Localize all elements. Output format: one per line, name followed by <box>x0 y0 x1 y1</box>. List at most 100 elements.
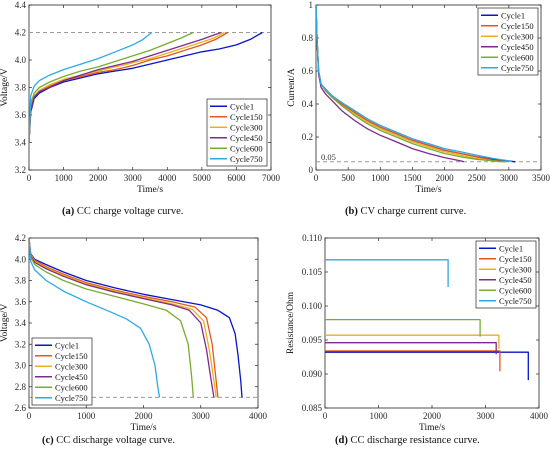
legend-c: Cycle1Cycle150Cycle300Cycle450Cycle600Cy… <box>31 337 93 406</box>
caption-b-text: CV charge current curve. <box>360 206 467 217</box>
x-tick-label-a-0: 0 <box>27 173 32 183</box>
y-tick-label-a-5: 4.2 <box>15 28 26 38</box>
caption-c: (c) CC discharge voltage curve. <box>42 435 175 446</box>
x-tick-label-a-7: 7000 <box>262 173 281 183</box>
legend-a: Cycle1Cycle150Cycle300Cycle450Cycle600Cy… <box>206 98 268 167</box>
x-tick-label-c-0: 0 <box>27 411 32 421</box>
legend-label-d-0: Cycle1 <box>499 243 523 253</box>
series-line-c-cycle1 <box>29 238 243 398</box>
x-tick-label-b-1: 500 <box>341 173 355 183</box>
chart-d: 0 1000 2000 3000 4000 0.085 0.090 0.095 0.100 0.1… <box>286 233 549 433</box>
x-axis-label-b: Time/s <box>415 185 441 195</box>
legend-label-b-3: Cycle450 <box>501 42 534 52</box>
y-tick-label-c-8: 4.2 <box>15 233 26 243</box>
x-tick-label-c-4: 4000 <box>249 411 268 421</box>
y-tick-label-d-2: 0.095 <box>302 335 323 345</box>
y-tick-label-d-5: 0.110 <box>302 233 322 243</box>
x-tick-label-d-0: 0 <box>323 411 328 421</box>
x-tick-label-a-6: 6000 <box>227 173 246 183</box>
x-tick-label-a-1: 1000 <box>55 173 74 183</box>
x-tick-label-b-4: 2000 <box>436 173 455 183</box>
y-tick-label-c-3: 3.2 <box>15 339 26 349</box>
y-tick-label-a-6: 4.4 <box>15 0 27 10</box>
x-tick-label-c-3: 3000 <box>192 411 211 421</box>
caption-d-text: CC discharge resistance curve. <box>350 435 480 446</box>
legend-label-d-1: Cycle150 <box>499 254 532 264</box>
y-tick-label-b-4: 0.8 <box>302 33 314 43</box>
y-tick-label-a-3: 3.8 <box>15 83 27 93</box>
legend-label-a-3: Cycle450 <box>230 133 263 143</box>
legend-label-d-5: Cycle750 <box>499 296 532 306</box>
series-group-b <box>316 5 516 163</box>
x-tick-label-a-5: 5000 <box>193 173 212 183</box>
y-axis-label-b: Current/A <box>287 68 297 107</box>
series-line-a-cycle600 <box>29 31 194 143</box>
chart-a: 0 1000 2000 3000 4000 5000 6000 7000 3.2 3.4 3.6 3.… <box>0 0 281 195</box>
x-tick-label-c-2: 2000 <box>135 411 154 421</box>
caption-a-text: CC charge voltage curve. <box>76 206 184 217</box>
legend-label-c-1: Cycle150 <box>55 351 88 361</box>
y-tick-label-d-1: 0.090 <box>302 369 323 379</box>
legend-label-d-3: Cycle450 <box>499 275 532 285</box>
legend-label-c-3: Cycle450 <box>55 372 88 382</box>
y-tick-label-b-1: 0.2 <box>302 132 313 142</box>
series-line-a-cycle750 <box>29 31 153 143</box>
legend-label-b-4: Cycle600 <box>501 52 534 62</box>
legend-label-a-1: Cycle150 <box>230 112 263 122</box>
x-tick-label-b-5: 2500 <box>468 173 487 183</box>
legend-b: Cycle1Cycle150Cycle300Cycle450Cycle600Cy… <box>477 7 539 76</box>
legend-label-c-5: Cycle750 <box>55 393 88 403</box>
caption-a-label: (a) <box>62 206 75 217</box>
legend-label-c-0: Cycle1 <box>55 340 79 350</box>
legend-label-a-0: Cycle1 <box>230 101 254 111</box>
legend-label-a-5: Cycle750 <box>230 154 263 164</box>
x-tick-label-b-3: 1500 <box>403 173 422 183</box>
legend-box-d <box>475 240 537 309</box>
y-tick-label-a-4: 4.0 <box>15 55 27 65</box>
x-tick-label-a-2: 2000 <box>89 173 108 183</box>
reference-label-b: 0.05 <box>321 152 336 162</box>
legend-label-b-2: Cycle300 <box>501 31 534 41</box>
legend-label-c-4: Cycle600 <box>55 382 88 392</box>
y-tick-label-c-6: 3.8 <box>15 276 27 286</box>
y-tick-label-a-1: 3.4 <box>15 138 27 148</box>
legend-label-b-5: Cycle750 <box>501 63 534 73</box>
y-tick-label-c-7: 4.0 <box>15 254 27 264</box>
legend-box-a <box>206 98 268 167</box>
y-tick-label-b-0: 0 <box>309 165 314 175</box>
series-line-d-cycle1 <box>325 351 529 381</box>
x-tick-label-c-1: 1000 <box>77 411 96 421</box>
series-line-d-cycle600 <box>325 318 481 337</box>
legend-d: Cycle1Cycle150Cycle300Cycle450Cycle600Cy… <box>475 240 537 309</box>
legend-label-c-2: Cycle300 <box>55 361 88 371</box>
x-tick-label-d-3: 3000 <box>477 411 496 421</box>
y-tick-label-c-1: 2.8 <box>15 382 27 392</box>
x-tick-label-b-6: 3000 <box>500 173 519 183</box>
legend-label-b-1: Cycle150 <box>501 21 534 31</box>
caption-c-text: CC discharge voltage curve. <box>56 435 176 446</box>
y-tick-label-a-2: 3.6 <box>15 110 27 120</box>
series-line-b-cycle750 <box>316 5 513 163</box>
y-tick-label-d-4: 0.105 <box>302 267 323 277</box>
x-tick-label-d-1: 1000 <box>370 411 389 421</box>
series-group-d <box>325 259 529 381</box>
y-tick-label-d-0: 0.085 <box>302 403 323 413</box>
caption-d-label: (d) <box>335 435 348 446</box>
y-tick-label-c-2: 3.0 <box>15 361 27 371</box>
y-axis-label-c: Voltage/V <box>0 304 10 342</box>
y-axis-label-a: Voltage/V <box>0 68 10 106</box>
legend-label-d-4: Cycle600 <box>499 285 532 295</box>
series-line-a-cycle300 <box>29 31 225 143</box>
y-tick-label-b-3: 0.6 <box>302 66 314 76</box>
x-tick-label-a-4: 4000 <box>158 173 177 183</box>
x-axis-label-c: Time/s <box>130 423 156 433</box>
series-line-d-cycle750 <box>325 259 449 287</box>
y-tick-label-a-0: 3.2 <box>15 165 26 175</box>
series-line-c-cycle750 <box>29 238 161 398</box>
series-group-c <box>29 238 243 398</box>
series-line-c-cycle300 <box>29 238 217 398</box>
series-line-d-cycle450 <box>325 342 497 355</box>
x-tick-label-b-2: 1000 <box>371 173 390 183</box>
y-axis-label-d: Resistance/Ohm <box>286 291 296 354</box>
